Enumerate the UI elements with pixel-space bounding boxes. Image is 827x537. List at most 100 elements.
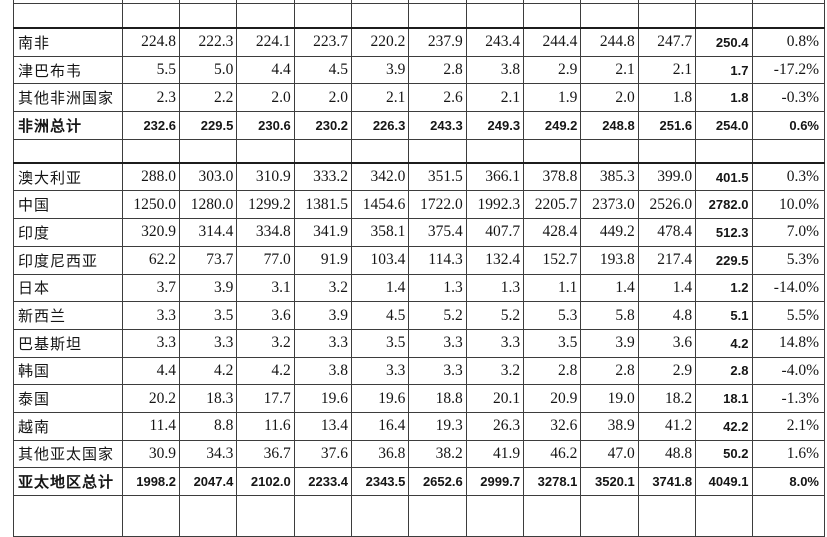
value-cell: 230.6 (236, 111, 295, 140)
empty-cell (121, 3, 181, 29)
value-cell: 3.9 (580, 328, 639, 358)
value-cell: 3.3 (121, 328, 181, 358)
value-cell: 5.5 (121, 55, 181, 85)
table-row: 其他非洲国家 2.3 2.2 2.0 2.0 2.1 2.6 2.1 1.9 2.0 1.8 1.8-… (13, 83, 825, 113)
value-cell: 3741.8 (637, 467, 697, 496)
empty-cell (408, 138, 467, 164)
row-label-cell: 越南 (13, 411, 123, 441)
value-cell: 4.4 (236, 55, 295, 85)
row-label-cell: 南非 (13, 26, 123, 57)
value-cell: 5.2 (465, 301, 525, 330)
value-cell: 3.5 (351, 328, 410, 358)
table-row: 韩国 4.4 4.2 4.2 3.8 3.3 3.3 3.2 2.8 2.8 2.9 2.8 -4.0% (13, 356, 825, 386)
value-cell: 2.1 (637, 55, 697, 85)
value-cell: 244.4 (523, 26, 582, 57)
value-cell: 2.9 (523, 55, 582, 85)
table-body: 南非 224.8 222.3 224.1 223.7 220.2 237.9 243.4 244… (13, 0, 825, 537)
table-row: 津巴布韦 5.5 5.0 4.4 4.5 3.9 2.8 3.8 2.9 2.1 2.1 1.7 -17… (13, 55, 825, 85)
value-cell: 19.6 (351, 384, 410, 413)
empty-cell (695, 495, 754, 537)
empty-cell (121, 138, 181, 164)
value-cell: 3.8 (293, 356, 353, 386)
value-cell: 249.3 (465, 111, 525, 140)
empty-cell (752, 495, 825, 537)
table-row: 印度 320.9 314.4 334.8 341.9 358.1 375.4 407.7 428… (13, 218, 825, 247)
value-cell: 1.1 (523, 273, 582, 303)
value-cell: 1454.6 (351, 190, 410, 220)
growth-pct-cell: 10.0% (752, 190, 825, 220)
value-cell: 37.6 (293, 439, 353, 469)
value-cell: 223.7 (293, 26, 353, 57)
growth-pct-cell: 8.0% (752, 467, 825, 496)
empty-cell (523, 3, 582, 29)
value-cell: 3.6 (637, 328, 697, 358)
value-cell: 3.2 (465, 356, 525, 386)
value-cell: 1.8 (637, 83, 697, 113)
empty-cell (465, 3, 525, 29)
value-cell: 3.7 (121, 273, 181, 303)
latest-value-cell: 4.2 (695, 328, 754, 358)
value-cell: 2.1 (465, 83, 525, 113)
row-label-cell: 其他非洲国家 (13, 83, 123, 113)
value-cell: 334.8 (236, 218, 295, 247)
value-cell: 3.9 (178, 273, 238, 303)
value-cell: 73.7 (178, 245, 238, 275)
empty-cell (637, 138, 697, 164)
value-cell: 17.7 (236, 384, 295, 413)
blank-row (13, 3, 825, 29)
value-cell: 2.6 (408, 83, 467, 113)
latest-value-cell: 1.2 (695, 273, 754, 303)
value-cell: 18.2 (637, 384, 697, 413)
empty-cell (178, 138, 238, 164)
value-cell: 342.0 (351, 161, 410, 192)
value-cell: 4.2 (178, 356, 238, 386)
value-cell: 224.8 (121, 26, 181, 57)
value-cell: 2233.4 (293, 467, 353, 496)
empty-cell (293, 138, 353, 164)
empty-cell (523, 138, 582, 164)
value-cell: 288.0 (121, 161, 181, 192)
value-cell: 103.4 (351, 245, 410, 275)
value-cell: 2.2 (178, 83, 238, 113)
value-cell: 48.8 (637, 439, 697, 469)
value-cell: 91.9 (293, 245, 353, 275)
value-cell: 385.3 (580, 161, 639, 192)
empty-cell (465, 495, 525, 537)
growth-pct-cell: 7.0% (752, 218, 825, 247)
value-cell: 2.8 (580, 356, 639, 386)
value-cell: 3.3 (408, 328, 467, 358)
value-cell: 11.4 (121, 411, 181, 441)
value-cell: 1.3 (408, 273, 467, 303)
row-label-cell: 亚太地区总计 (13, 467, 123, 496)
empty-cell (752, 0, 825, 4)
value-cell: 18.3 (178, 384, 238, 413)
growth-pct-cell: 2.1% (752, 411, 825, 441)
value-cell: 366.1 (465, 161, 525, 192)
value-cell: 4.5 (293, 55, 353, 85)
value-cell: 47.0 (580, 439, 639, 469)
value-cell: 3.3 (293, 328, 353, 358)
empty-cell (13, 138, 123, 164)
empty-cell (752, 3, 825, 29)
growth-pct-cell: -4.0% (752, 356, 825, 386)
growth-pct-cell: -17.2% (752, 55, 825, 85)
row-label-cell: 非洲总计 (13, 111, 123, 140)
value-cell: 20.1 (465, 384, 525, 413)
latest-value-cell: 1.7 (695, 55, 754, 85)
value-cell: 449.2 (580, 218, 639, 247)
empty-cell (178, 495, 238, 537)
value-cell: 5.0 (178, 55, 238, 85)
value-cell: 2999.7 (465, 467, 525, 496)
value-cell: 224.1 (236, 26, 295, 57)
value-cell: 230.2 (293, 111, 353, 140)
value-cell: 3520.1 (580, 467, 639, 496)
empty-cell (695, 0, 754, 4)
row-label-cell: 泰国 (13, 384, 123, 413)
value-cell: 1.4 (351, 273, 410, 303)
value-cell: 13.4 (293, 411, 353, 441)
value-cell: 351.5 (408, 161, 467, 192)
value-cell: 8.8 (178, 411, 238, 441)
value-cell: 38.2 (408, 439, 467, 469)
value-cell: 251.6 (637, 111, 697, 140)
empty-cell (351, 138, 410, 164)
